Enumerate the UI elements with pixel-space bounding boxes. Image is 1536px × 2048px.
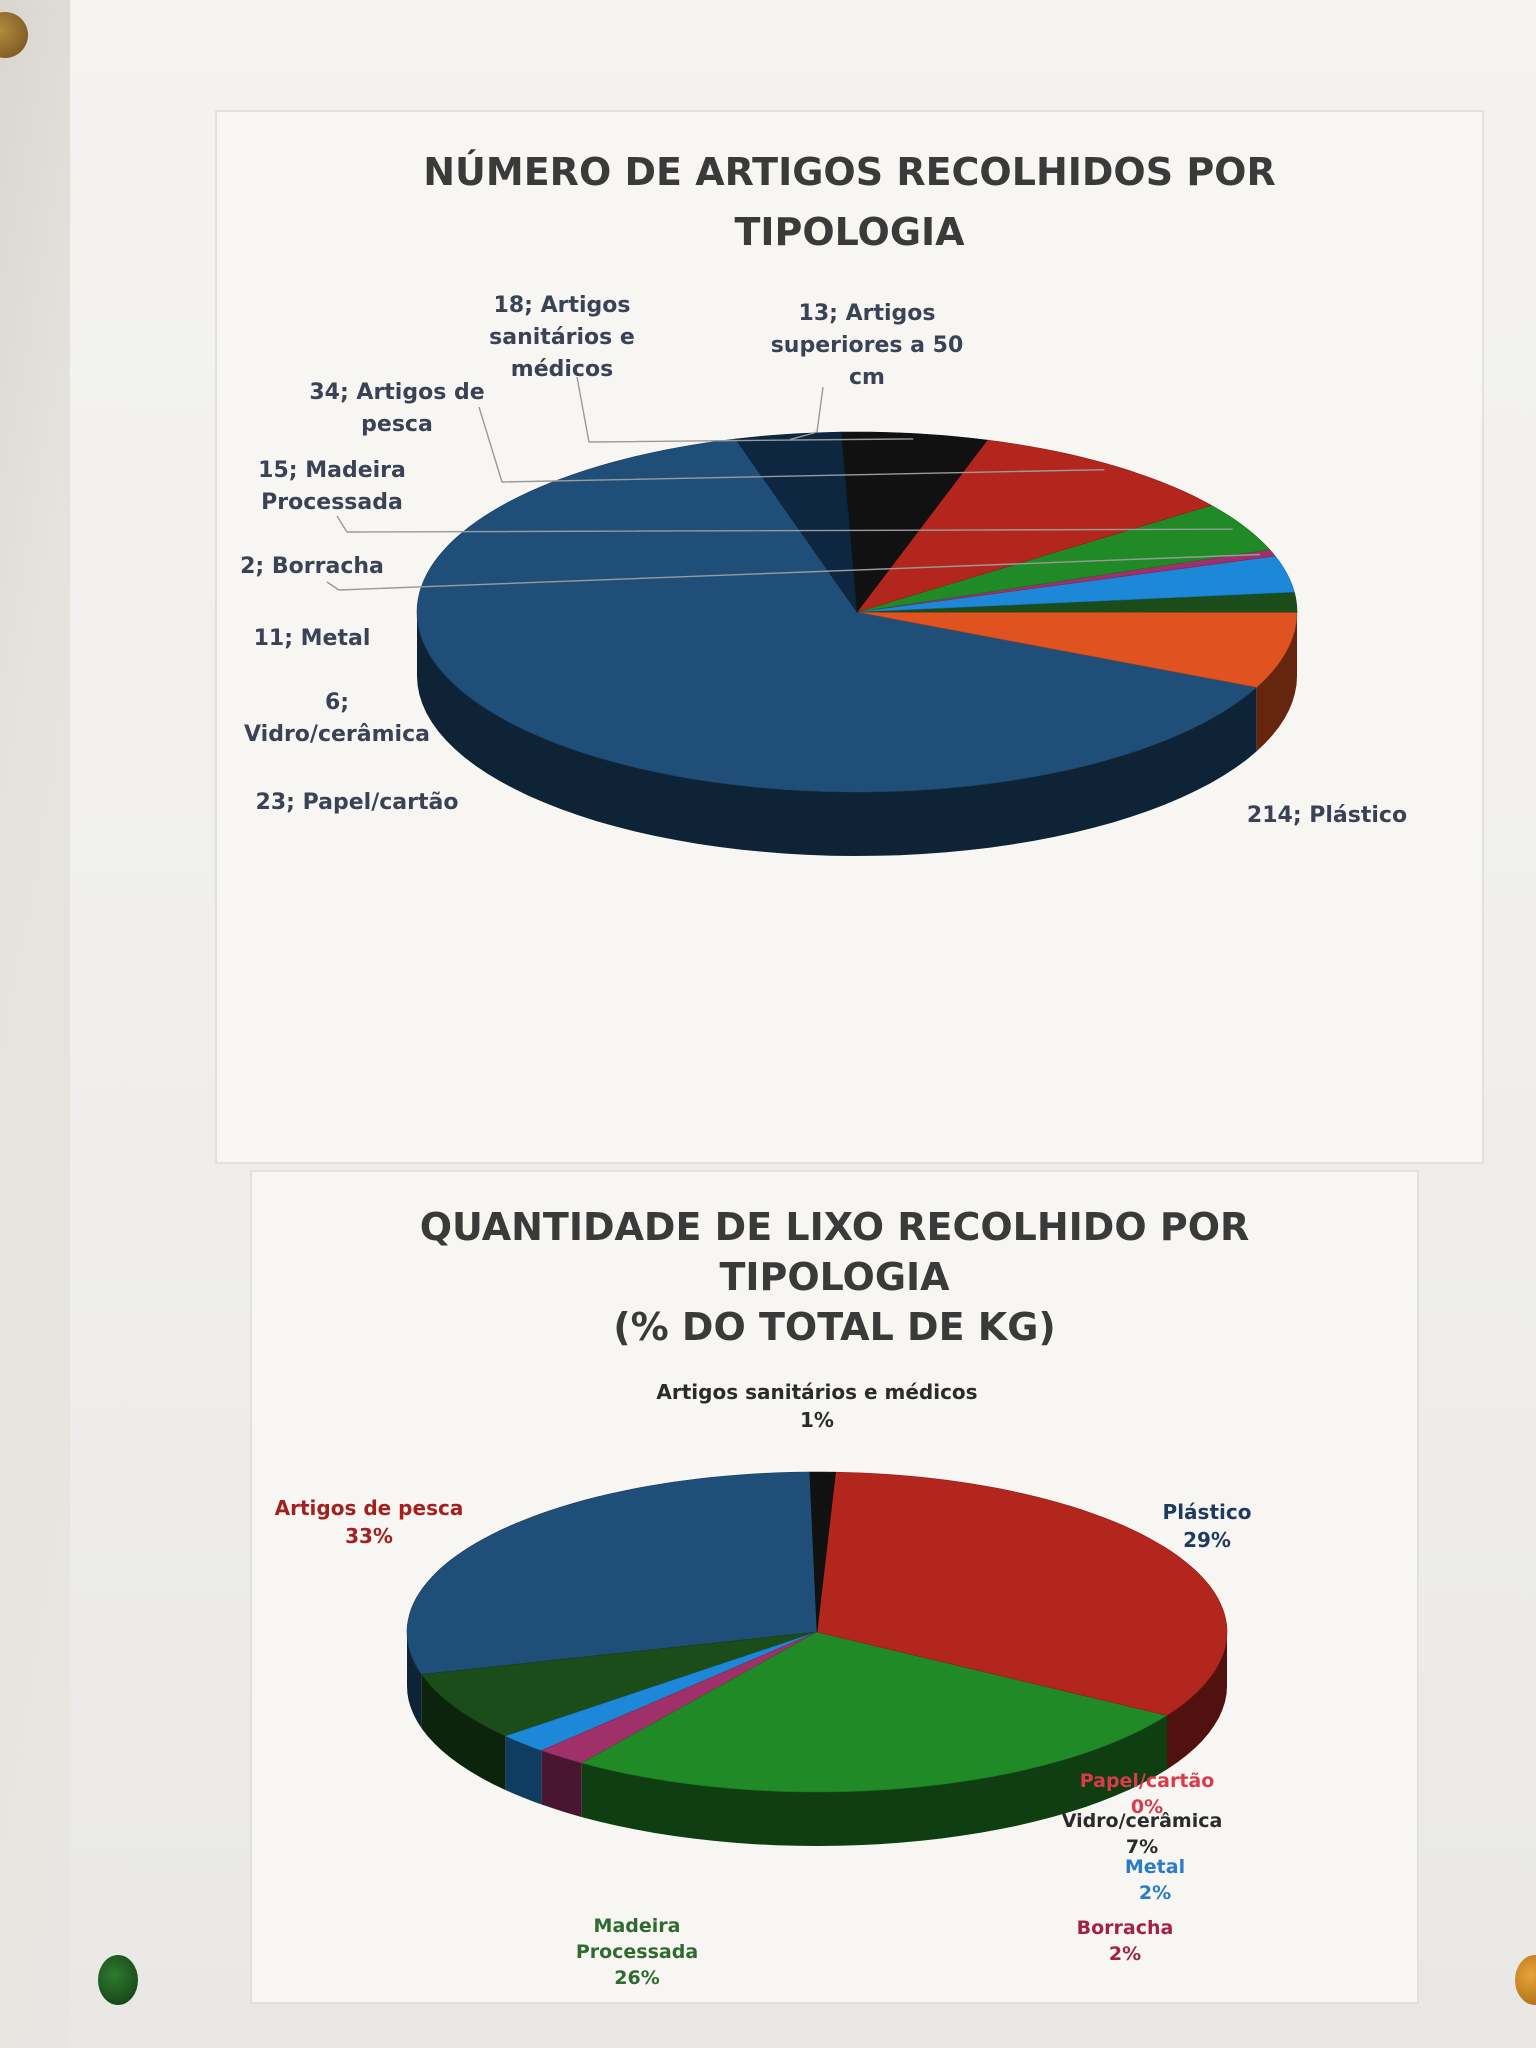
data-label-line: Processada: [576, 1941, 698, 1963]
pie-side-artigos-de-pesca: [1167, 1632, 1227, 1770]
data-label-line: 2%: [1109, 1943, 1141, 1965]
data-label-borracha: 2; Borracha: [240, 554, 384, 579]
pushpin-bottom-right: [1515, 1955, 1536, 2005]
data-label-line: cm: [849, 365, 885, 390]
pie-side-papel-cartao: [1256, 612, 1297, 752]
data-label-line: 26%: [614, 1967, 659, 1989]
leader-line: [326, 553, 1261, 591]
data-label-metal: 11; Metal: [254, 626, 371, 651]
pie-chart-weight-share: Plástico 29% Vidro/cerâmica 7% Papel/cartão 0…: [275, 1380, 1252, 1989]
data-label-line: Artigos sanitários e médicos: [656, 1380, 977, 1404]
data-label-papel-cartao: 23; Papel/cartão: [256, 790, 459, 815]
data-label-line: 6;: [325, 690, 349, 715]
data-label-line: 2%: [1139, 1882, 1171, 1904]
data-label-line: 18; Artigos: [494, 293, 631, 318]
data-label-line: Plástico: [1163, 1500, 1252, 1524]
pie-top: [406, 1471, 1228, 1793]
data-label-line: médicos: [511, 357, 613, 382]
title-line: NÚMERO DE ARTIGOS RECOLHIDOS POR: [423, 150, 1276, 194]
data-label-line: Madeira: [594, 1915, 681, 1937]
pie-slice-artigos-sanitarios-e-medicos: [809, 1471, 836, 1633]
data-label-line: 1%: [800, 1408, 834, 1432]
data-label-line: Processada: [261, 490, 403, 515]
data-label-plastico: Plástico 29%: [1163, 1500, 1252, 1552]
data-label-line: superiores a 50: [771, 333, 964, 358]
data-label-papel-cartao: Papel/cartão 0%: [1080, 1770, 1215, 1818]
pie-side-vidro-ceramica: [421, 1674, 506, 1791]
data-label-vidro-ceramica: 6; Vidro/cerâmica: [244, 690, 430, 747]
data-label-vidro-ceramica: Vidro/cerâmica 7%: [1062, 1810, 1223, 1858]
data-label-line: 33%: [345, 1524, 393, 1548]
data-label-line: 214; Plástico: [1247, 803, 1407, 828]
data-label-line: Artigos de pesca: [275, 1496, 464, 1520]
data-label-borracha: Borracha 2%: [1077, 1917, 1174, 1965]
pie-chart-items-count: 214; Plástico 23; Papel/cartão 6; Vidro/cer…: [240, 293, 1407, 856]
pie-side-borracha: [541, 1750, 582, 1818]
data-label-madeira-processada: Madeira Processada 26%: [576, 1915, 698, 1989]
data-label-line: 34; Artigos de: [309, 380, 484, 405]
pie-slice-metal: [856, 555, 1295, 613]
title-line: QUANTIDADE DE LIXO RECOLHIDO POR: [419, 1205, 1250, 1249]
pushpin-bottom-left: [98, 1955, 138, 2005]
data-label-artigos-sanitarios-e-medicos: Artigos sanitários e médicos 1%: [656, 1380, 977, 1432]
pie-side-metal: [505, 1736, 542, 1805]
data-label-line: 13; Artigos: [799, 301, 936, 326]
pie-side-plastico: [417, 612, 1257, 856]
data-label-line: 15; Madeira: [258, 458, 406, 483]
pie-side-madeira-processada: [581, 1715, 1167, 1846]
data-label-line: pesca: [361, 412, 433, 437]
pie-slice-papel-cartao: [856, 611, 1298, 688]
data-label-artigos-superiores-a-50-cm: 13; Artigos superiores a 50 cm: [771, 301, 964, 390]
chart-card-weight-share: QUANTIDADE DE LIXO RECOLHIDO POR TIPOLOG…: [250, 1170, 1419, 2004]
data-label-metal: Metal 2%: [1125, 1856, 1185, 1904]
data-label-line: 0%: [1131, 1796, 1163, 1818]
title-line: TIPOLOGIA: [734, 210, 965, 254]
data-label-artigos-sanitarios-e-medicos: 18; Artigos sanitários e médicos: [489, 293, 635, 382]
data-label-plastico: 214; Plástico: [1247, 803, 1407, 828]
pie-slice-plastico: [406, 1471, 818, 1675]
chart-title: QUANTIDADE DE LIXO RECOLHIDO POR TIPOLOG…: [252, 1202, 1417, 1352]
data-label-line: 2; Borracha: [240, 554, 384, 579]
data-label-artigos-de-pesca: 34; Artigos de pesca: [309, 380, 484, 437]
data-label-line: Vidro/cerâmica: [1062, 1810, 1223, 1832]
data-label-line: Metal: [1125, 1856, 1185, 1878]
leader-line: [478, 406, 1105, 483]
data-label-line: 29%: [1183, 1528, 1231, 1552]
pie-slice-madeira-processada: [856, 504, 1271, 613]
data-labels: Plástico 29% Vidro/cerâmica 7% Papel/cartão 0…: [275, 1380, 1252, 1989]
pie-slice-artigos-de-pesca: [816, 1471, 1228, 1716]
data-label-line: sanitários e: [489, 325, 635, 350]
data-label-line: 23; Papel/cartão: [256, 790, 459, 815]
title-line: TIPOLOGIA: [719, 1255, 950, 1299]
data-label-line: Vidro/cerâmica: [244, 722, 430, 747]
chart-title: NÚMERO DE ARTIGOS RECOLHIDOS POR TIPOLOG…: [217, 142, 1482, 262]
data-labels: 214; Plástico 23; Papel/cartão 6; Vidro/cer…: [240, 293, 1407, 828]
data-label-artigos-de-pesca: Artigos de pesca 33%: [275, 1496, 464, 1548]
data-label-line: Borracha: [1077, 1917, 1174, 1939]
title-line: (% DO TOTAL DE KG): [613, 1305, 1056, 1349]
pie-slice-plastico: [416, 438, 1258, 793]
data-label-madeira-processada: 15; Madeira Processada: [258, 458, 406, 515]
data-label-line: 11; Metal: [254, 626, 371, 651]
chart-card-items-count: NÚMERO DE ARTIGOS RECOLHIDOS POR TIPOLOG…: [215, 110, 1484, 1164]
pie-side-walls: [417, 612, 1297, 856]
data-label-line: Papel/cartão: [1080, 1770, 1215, 1792]
pie-slice-madeira-processada: [581, 1631, 1168, 1793]
pie-slice-artigos-sanitarios-e-medicos: [840, 431, 988, 613]
pie-slice-artigos-de-pesca: [856, 439, 1213, 613]
leader-line: [789, 386, 824, 441]
leader-line: [576, 376, 914, 443]
pie-side-walls: [407, 1632, 1227, 1846]
pie-slice-vidro-ceramica: [421, 1631, 818, 1737]
data-label-line: 7%: [1126, 1836, 1158, 1858]
pushpin-top-left: [0, 12, 28, 58]
leader-line: [336, 515, 1233, 533]
pie-top: [416, 431, 1298, 793]
pie-side-plastico: [407, 1632, 422, 1729]
